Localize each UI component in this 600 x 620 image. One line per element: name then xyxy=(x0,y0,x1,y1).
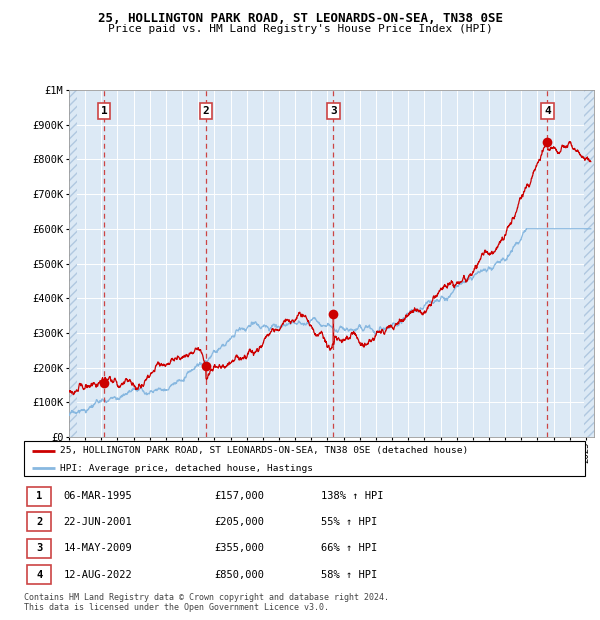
Text: 55% ↑ HPI: 55% ↑ HPI xyxy=(322,517,377,527)
Bar xyxy=(69,90,77,437)
Text: 2: 2 xyxy=(202,106,209,116)
Text: £157,000: £157,000 xyxy=(215,492,265,502)
Text: 4: 4 xyxy=(544,106,551,116)
Text: 1: 1 xyxy=(36,492,42,502)
Text: Contains HM Land Registry data © Crown copyright and database right 2024.
This d: Contains HM Land Registry data © Crown c… xyxy=(24,593,389,612)
Text: 58% ↑ HPI: 58% ↑ HPI xyxy=(322,570,377,580)
Text: 2: 2 xyxy=(36,517,42,527)
Text: HPI: Average price, detached house, Hastings: HPI: Average price, detached house, Hast… xyxy=(61,464,313,473)
Text: 138% ↑ HPI: 138% ↑ HPI xyxy=(322,492,384,502)
Bar xyxy=(584,90,594,437)
Text: 3: 3 xyxy=(330,106,337,116)
Text: 12-AUG-2022: 12-AUG-2022 xyxy=(63,570,132,580)
Text: £355,000: £355,000 xyxy=(215,543,265,553)
Bar xyxy=(27,513,52,531)
Text: Price paid vs. HM Land Registry's House Price Index (HPI): Price paid vs. HM Land Registry's House … xyxy=(107,24,493,33)
Bar xyxy=(27,487,52,506)
Text: 66% ↑ HPI: 66% ↑ HPI xyxy=(322,543,377,553)
Text: 1: 1 xyxy=(101,106,107,116)
Text: £850,000: £850,000 xyxy=(215,570,265,580)
Text: 25, HOLLINGTON PARK ROAD, ST LEONARDS-ON-SEA, TN38 0SE (detached house): 25, HOLLINGTON PARK ROAD, ST LEONARDS-ON… xyxy=(61,446,469,455)
Bar xyxy=(27,565,52,584)
Text: 4: 4 xyxy=(36,570,42,580)
Text: 14-MAY-2009: 14-MAY-2009 xyxy=(63,543,132,553)
Text: 3: 3 xyxy=(36,543,42,553)
Text: 22-JUN-2001: 22-JUN-2001 xyxy=(63,517,132,527)
Bar xyxy=(27,539,52,557)
Text: 25, HOLLINGTON PARK ROAD, ST LEONARDS-ON-SEA, TN38 0SE: 25, HOLLINGTON PARK ROAD, ST LEONARDS-ON… xyxy=(97,12,503,25)
Text: £205,000: £205,000 xyxy=(215,517,265,527)
Text: 06-MAR-1995: 06-MAR-1995 xyxy=(63,492,132,502)
